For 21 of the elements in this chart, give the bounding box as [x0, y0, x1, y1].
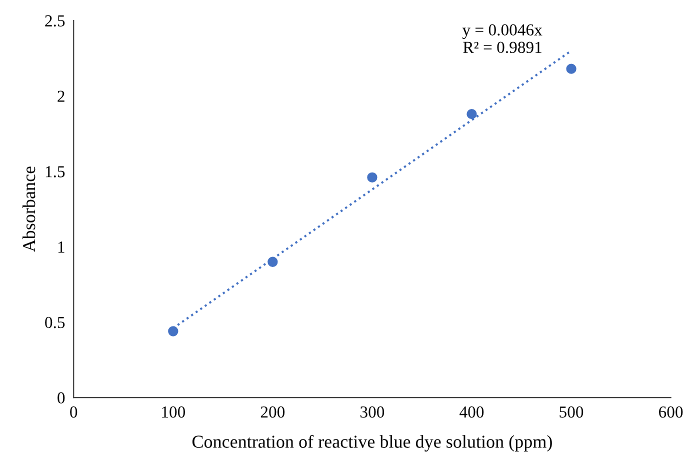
y-axis-title: Absorbance [22, 166, 36, 252]
point [466, 108, 477, 120]
point [367, 172, 378, 182]
x-tick-label: 500 [560, 406, 584, 418]
x-axis-title: Concentration of reactive blue dye solution (ppm) [192, 434, 552, 452]
x-tick-label: 200 [260, 406, 285, 418]
y-tick-label: 0.5 [45, 316, 65, 328]
x-tick-label: 400 [460, 406, 484, 418]
x-tick-label: 600 [659, 406, 683, 418]
x-tick-label: 100 [162, 406, 186, 418]
x-tick-label: 300 [360, 406, 384, 418]
point [168, 326, 178, 336]
y-tick-label: 1 [58, 242, 64, 253]
point [566, 64, 576, 74]
y-tick-label: 1.5 [46, 166, 65, 178]
point [268, 256, 278, 267]
annotation: y = 0.0046x R² = 0.9891 [462, 24, 542, 54]
y-tick-label: 0 [58, 392, 65, 404]
x-tick-label: 0 [70, 406, 78, 418]
y-tick-label: 2.5 [45, 15, 65, 27]
y-tick-label: 2 [58, 90, 64, 102]
